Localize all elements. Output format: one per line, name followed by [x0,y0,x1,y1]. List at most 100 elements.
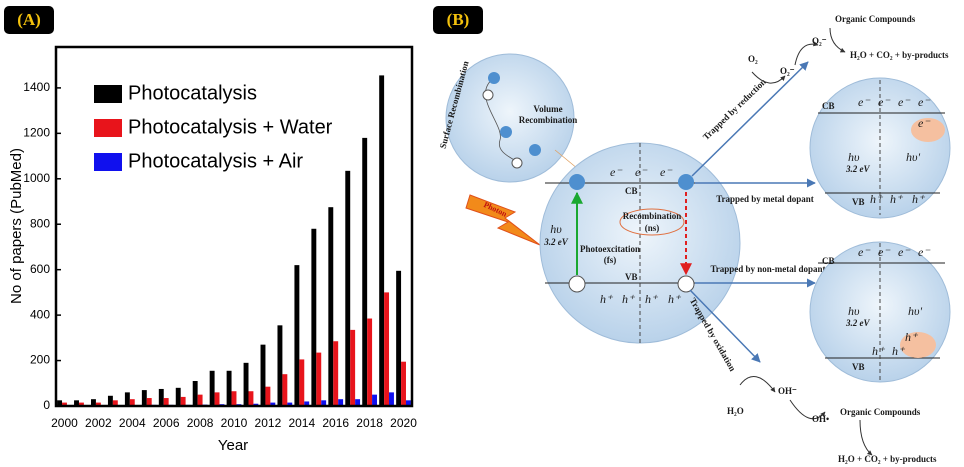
legend-swatch [94,85,122,103]
photon-bolt [466,195,540,245]
hole-label: h⁺ [870,192,884,206]
hole-label: h⁺ [890,192,904,206]
bar [372,395,377,406]
x-tick-label: 2018 [356,416,383,430]
y-tick-label: 600 [30,262,50,276]
electron-label: e⁻ [918,116,931,130]
electron [569,174,585,190]
o2-label: O₂ [748,54,758,64]
y-tick-label: 200 [30,353,50,367]
electron [529,144,541,156]
bar [350,330,355,406]
bar [345,171,350,406]
ns-label: (ns) [645,223,660,233]
hv-label: hυ [848,304,860,318]
vb-label: VB [852,197,865,207]
bar [294,265,299,406]
electron-label: e⁻ [858,95,871,109]
bar [176,388,181,406]
hole-label: h⁺ [905,330,919,344]
electron-label: e⁻ [660,165,673,179]
x-tick-label: 2006 [153,416,180,430]
bar [384,292,389,406]
bar [299,359,304,406]
vb-label: VB [625,272,638,282]
bar [244,363,249,406]
electron [678,174,694,190]
y-tick-label: 400 [30,307,50,321]
volume-recombination: Volume [533,104,562,114]
y-tick-label: 1200 [23,126,50,140]
bar [193,381,198,406]
reduction-arrow [692,62,808,176]
reaction-arrow [795,44,818,65]
hole [512,158,522,168]
electron-label: e⁻ [878,245,891,259]
bar [198,395,203,406]
x-tick-label: 2002 [85,416,112,430]
panel-label: (A) [17,10,41,29]
cb-label: CB [822,256,835,266]
hv-label: hυ [848,150,860,164]
bar [142,390,147,406]
figure: (A) Year No of papers (PubMed) 020040060… [0,0,964,467]
electron-label: e⁻ [918,95,931,109]
o2-radical-label: O₂⁻ [780,66,795,76]
hv-prime-label: hυ' [908,304,923,318]
products: H₂O + CO₂ + by-products [850,50,949,60]
bar [333,341,338,406]
x-tick-label: 2012 [255,416,282,430]
x-axis-label: Year [218,437,248,454]
reduction-label: Trapped by reduction [701,77,768,142]
oh-radical-label: OH• [812,414,829,424]
reaction-arrow [830,28,845,52]
x-tick-label: 2020 [390,416,417,430]
vb-label: VB [852,362,865,372]
y-tick-label: 800 [30,216,50,230]
oh-minus-label: OH⁻ [778,386,797,396]
hv-label: hυ [550,222,562,236]
legend-swatch [94,153,122,171]
reaction-arrow [740,376,775,392]
diagram-panel: (B) Surface Recombination Volume Recombi… [433,6,950,464]
bar [159,389,164,406]
electron-label: e⁻ [898,245,911,259]
bar [311,229,316,406]
bar [316,353,321,406]
energy-label: 3.2 eV [845,164,870,174]
hole-label: h⁺ [645,292,659,306]
cb-label: CB [822,101,835,111]
o2-radical-label: O₂⁻ [812,36,827,46]
x-tick-label: 2000 [51,416,78,430]
products: H₂O + CO₂ + by-products [838,454,937,464]
electron-label: e⁻ [918,245,931,259]
electron-label: e⁻ [878,95,891,109]
hole-label: h⁺ [668,292,682,306]
legend-label: Photocatalysis + Air [128,150,303,172]
electron-label: e⁻ [610,165,623,179]
x-tick-label: 2010 [221,416,248,430]
electron-label: e⁻ [858,245,871,259]
photoexcitation-label: Photoexcitation [580,244,640,254]
y-tick-label: 1400 [23,80,50,94]
nonmetal-label: Trapped by non-metal dopant [710,264,825,274]
energy-label: 3.2 eV [845,318,870,328]
bar [232,391,237,406]
bar [389,392,394,406]
bar [282,374,287,406]
hole [569,276,585,292]
bar [396,271,401,406]
chart-panel: (A) Year No of papers (PubMed) 020040060… [4,6,417,454]
x-tick-label: 2004 [119,416,146,430]
bar [215,392,220,406]
y-tick-label: 0 [43,398,50,412]
bar [328,207,333,406]
volume-recombination: Recombination [519,115,578,125]
metal-label: Trapped by metal dopant [716,194,814,204]
bar [227,371,232,406]
hole-label: h⁺ [912,192,926,206]
electron [500,126,512,138]
organic-compounds: Organic Compounds [835,14,916,24]
cb-label: CB [625,186,638,196]
hole [483,90,493,100]
